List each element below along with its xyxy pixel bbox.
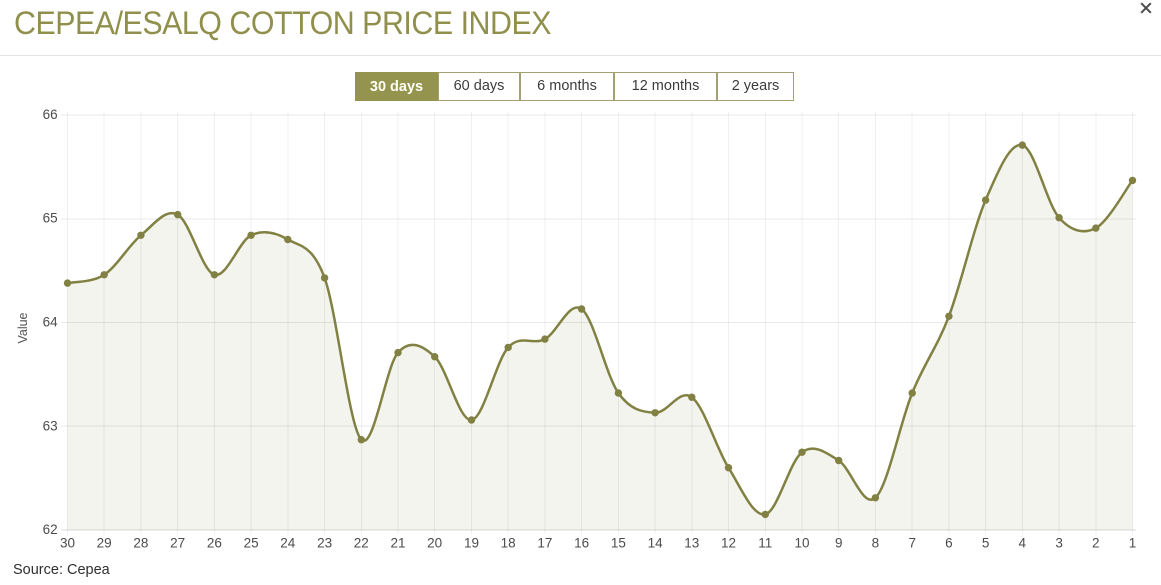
svg-text:10: 10 [794,535,809,550]
svg-text:25: 25 [244,535,259,550]
svg-text:7: 7 [908,535,916,550]
svg-text:12: 12 [721,535,736,550]
svg-text:62: 62 [43,522,58,537]
svg-text:3: 3 [1055,535,1063,550]
svg-text:5: 5 [982,535,990,550]
svg-text:20: 20 [427,535,442,550]
svg-text:13: 13 [684,535,699,550]
svg-text:24: 24 [280,535,296,550]
svg-text:14: 14 [648,535,664,550]
svg-text:27: 27 [170,535,185,550]
svg-text:64: 64 [43,315,59,330]
svg-text:16: 16 [574,535,589,550]
svg-text:15: 15 [611,535,626,550]
svg-text:29: 29 [97,535,112,550]
svg-text:4: 4 [1019,535,1027,550]
svg-text:19: 19 [464,535,479,550]
svg-text:18: 18 [501,535,516,550]
svg-text:2: 2 [1092,535,1100,550]
svg-text:6: 6 [945,535,953,550]
svg-text:26: 26 [207,535,222,550]
svg-text:9: 9 [835,535,843,550]
svg-text:Value: Value [16,312,30,343]
svg-text:21: 21 [390,535,405,550]
svg-text:23: 23 [317,535,332,550]
svg-text:63: 63 [43,418,58,433]
svg-text:30: 30 [60,535,75,550]
svg-text:28: 28 [133,535,148,550]
svg-text:11: 11 [758,535,772,550]
svg-text:8: 8 [872,535,880,550]
svg-text:17: 17 [537,535,552,550]
svg-text:66: 66 [43,107,58,122]
svg-text:22: 22 [354,535,369,550]
svg-text:65: 65 [43,211,58,226]
svg-text:1: 1 [1129,535,1137,550]
